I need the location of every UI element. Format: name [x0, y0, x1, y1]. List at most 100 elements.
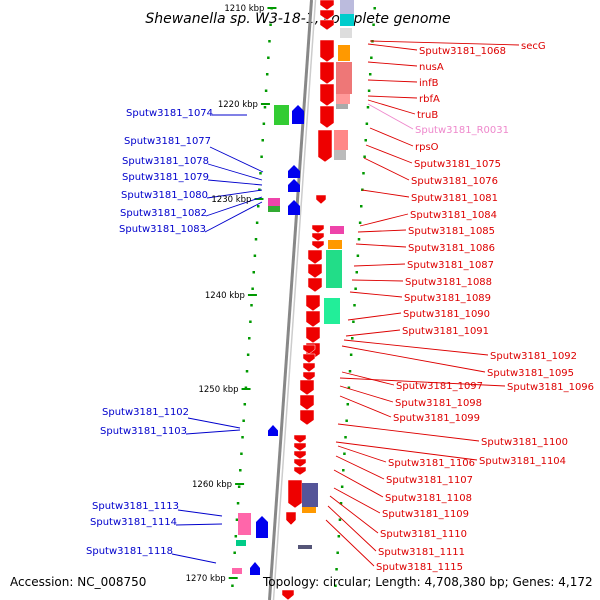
- feature-layer: [232, 0, 354, 600]
- reverse-gene-arrow: [299, 394, 315, 411]
- reverse-gene-arrow: [299, 379, 315, 396]
- right-leader-line: [327, 505, 377, 552]
- right-gene-label: Sputw3181_1109: [382, 509, 469, 520]
- left-gene-label: Sputw3181_1080: [121, 190, 208, 201]
- backbone-edge: [272, 0, 317, 600]
- track-dot: [358, 221, 362, 224]
- forward-rna-box: [236, 540, 246, 546]
- left-leader-line: [206, 189, 263, 199]
- scale-dot: [246, 353, 250, 356]
- scale-label: 1230 kbp: [211, 195, 251, 205]
- track-dot: [367, 89, 371, 92]
- right-leader-line: [347, 312, 402, 321]
- right-gene-label: Sputw3181_1111: [378, 547, 465, 558]
- map-title: Shewanella sp. W3-18-1, complete genome: [145, 11, 450, 27]
- left-leader-line: [175, 523, 223, 526]
- forward-rna-box: [268, 206, 280, 212]
- right-gene-label: Sputw3181_1091: [402, 326, 489, 337]
- left-gene-label: Sputw3181_1077: [124, 136, 211, 147]
- left-gene-label: Sputw3181_1074: [126, 108, 213, 119]
- reverse-gene-arrow: [319, 0, 335, 11]
- right-gene-label: Sputw3181_R0031: [415, 125, 509, 136]
- track-dot: [336, 551, 339, 554]
- track-dot: [346, 403, 350, 406]
- reverse-gene-arrow: [319, 61, 335, 85]
- scale-dot: [264, 89, 268, 92]
- scale-dot: [253, 254, 257, 257]
- right-gene-label: rbfA: [419, 94, 440, 105]
- reverse-gene-arrow: [311, 224, 325, 234]
- scale-dot: [242, 419, 245, 422]
- right-leader-line: [355, 243, 407, 248]
- left-gene-label: Sputw3181_1103: [100, 426, 187, 437]
- right-leader-line: [333, 469, 384, 498]
- right-gene-label: Sputw3181_1108: [385, 493, 472, 504]
- right-gene-label: Sputw3181_1107: [386, 475, 473, 486]
- right-leader-line: [353, 263, 406, 267]
- left-leader-line: [185, 429, 241, 435]
- right-leader-line: [349, 291, 403, 298]
- forward-rna-box: [238, 513, 251, 535]
- right-leader-line: [333, 487, 381, 514]
- track-dot: [335, 568, 338, 571]
- right-leader-line: [363, 157, 410, 181]
- track-dot: [343, 452, 346, 455]
- right-leader-line: [337, 423, 480, 442]
- left-gene-label: Sputw3181_1118: [86, 546, 173, 557]
- scale-dot: [250, 304, 253, 307]
- right-gene-label: Sputw3181_1099: [393, 413, 480, 424]
- accession-text: Accession: NC_008750: [10, 575, 147, 589]
- reverse-gene-arrow: [302, 344, 316, 355]
- left-leader-line: [177, 509, 223, 517]
- scale-dot: [269, 23, 272, 26]
- right-leader-line: [367, 95, 418, 99]
- left-gene-label: Sputw3181_1083: [119, 224, 206, 235]
- track-dot: [372, 23, 375, 26]
- scale-dot: [260, 155, 263, 158]
- right-gene-label: Sputw3181_1076: [411, 176, 498, 187]
- reverse-feature-box: [338, 45, 350, 61]
- right-leader-line: [337, 445, 387, 463]
- reverse-feature-box: [336, 62, 352, 94]
- reverse-gene-arrow: [311, 240, 325, 250]
- right-leader-line: [339, 377, 506, 387]
- right-leader-line: [359, 213, 409, 227]
- right-gene-label: Sputw3181_1100: [481, 437, 568, 448]
- scale-dot: [258, 188, 261, 191]
- reverse-gene-arrow: [293, 458, 307, 468]
- right-leader-line: [365, 144, 413, 164]
- right-gene-label: Sputw3181_1084: [410, 210, 497, 221]
- scale-dot: [243, 403, 247, 406]
- right-leader-line: [341, 345, 486, 373]
- right-leader-line: [367, 61, 418, 67]
- right-gene-label: Sputw3181_1086: [408, 243, 495, 254]
- scale-label: 1250 kbp: [198, 385, 238, 395]
- scale-dot: [249, 320, 252, 323]
- scale-dot: [239, 469, 242, 472]
- scale-dot: [267, 56, 270, 59]
- track-dot: [357, 238, 361, 241]
- scale-dot: [252, 271, 256, 274]
- left-gene-label: Sputw3181_1113: [92, 501, 179, 512]
- forward-rna-box: [232, 568, 242, 574]
- reverse-feature-box: [298, 545, 312, 549]
- reverse-gene-arrow: [319, 83, 335, 107]
- reverse-gene-arrow: [319, 19, 335, 31]
- scale-dot: [251, 287, 254, 290]
- track-dot: [352, 320, 355, 323]
- scale-dot: [255, 221, 259, 224]
- scale-dot: [236, 502, 240, 505]
- reverse-gene-arrow: [302, 362, 316, 373]
- scale-dot: [254, 238, 258, 241]
- scale-dot: [241, 436, 244, 439]
- track-dot: [334, 584, 337, 587]
- right-leader-line: [341, 371, 395, 386]
- track-dot: [354, 287, 357, 290]
- right-gene-label: Sputw3181_1106: [388, 458, 475, 469]
- reverse-feature-box: [324, 298, 340, 324]
- track-dot: [368, 73, 372, 76]
- right-gene-label: nusA: [419, 62, 444, 73]
- scale-dot: [233, 551, 236, 554]
- reverse-gene-arrow: [319, 9, 335, 21]
- right-gene-label: Sputw3181_1090: [403, 309, 490, 320]
